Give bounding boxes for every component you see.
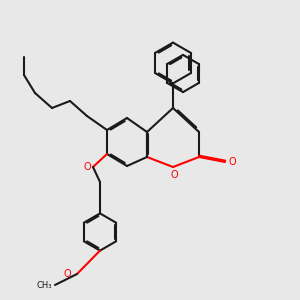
Text: O: O — [171, 170, 178, 180]
Text: CH₃: CH₃ — [37, 280, 52, 290]
Text: O: O — [84, 162, 92, 172]
Text: O: O — [64, 269, 72, 279]
Text: O: O — [229, 157, 236, 167]
